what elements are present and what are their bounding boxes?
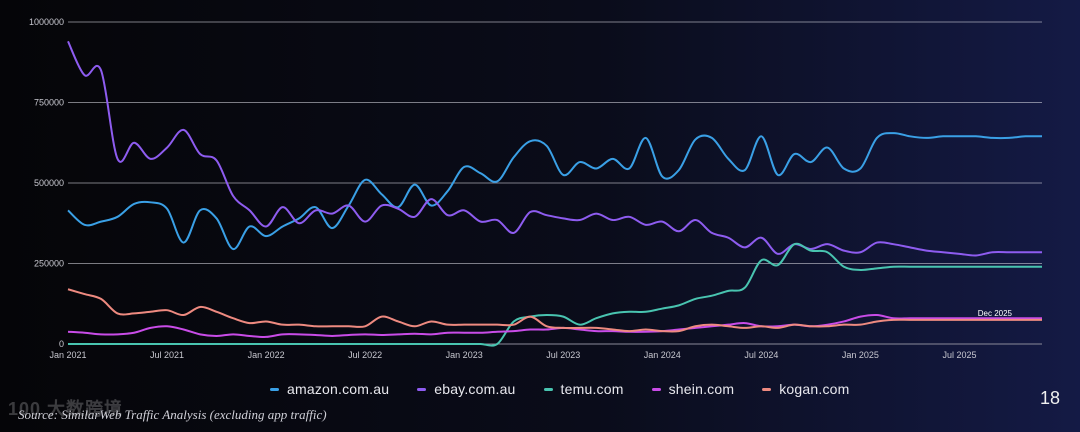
legend-label: shein.com	[668, 381, 735, 397]
legend-item-kogan-com: kogan.com	[762, 381, 849, 397]
series-line-kogan-com	[67, 288, 1042, 333]
x-tick-label: Jul 2025	[942, 350, 976, 360]
y-tick-label: 250000	[34, 259, 64, 269]
gridlines	[68, 21, 1042, 345]
series-line-amazon-com-au	[67, 132, 1043, 251]
legend-label: temu.com	[560, 381, 624, 397]
source-note: Source: SimilarWeb Traffic Analysis (exc…	[18, 407, 327, 422]
series-line-temu-com	[67, 242, 1042, 347]
y-tick-label: 750000	[34, 98, 64, 108]
x-tick-label: Jan 2024	[644, 350, 681, 360]
y-tick-label: 500000	[34, 178, 64, 188]
watermark-logo: 100 大数跨境	[8, 399, 124, 419]
legend-item-temu-com: temu.com	[543, 381, 624, 397]
chart-legend: amazon.com.au ebay.com.au temu.com shein.co…	[270, 378, 850, 400]
page-number: 18	[1039, 388, 1060, 408]
y-tick-label: 0	[59, 339, 64, 349]
annotations: Dec 2025	[978, 309, 1013, 318]
legend-item-shein-com: shein.com	[651, 381, 735, 397]
legend-swatch	[417, 387, 427, 391]
series-line-shein-com	[67, 313, 1042, 338]
x-tick-label: Jul 2023	[546, 350, 580, 360]
x-axis-ticks: Jan 2021 Jul 2021 Jan 2022 Jul 2022 Jan 2023…	[49, 350, 976, 360]
annotation-label: Dec 2025	[978, 309, 1013, 318]
legend-item-amazon-com-au: amazon.com.au	[270, 381, 389, 397]
legend-swatch	[270, 387, 279, 391]
x-tick-label: Jul 2022	[348, 350, 382, 360]
y-axis-ticks: 0 250000 500000 750000 1000000	[29, 17, 64, 349]
y-tick-label: 1000000	[29, 17, 64, 27]
legend-label: ebay.com.au	[434, 381, 516, 397]
x-tick-label: Jan 2023	[446, 350, 483, 360]
x-tick-label: Jan 2025	[842, 350, 879, 360]
x-tick-label: Jul 2024	[744, 350, 778, 360]
legend-swatch	[762, 387, 772, 391]
legend-label: kogan.com	[779, 381, 850, 397]
series-lines	[67, 40, 1043, 347]
legend-item-ebay-com-au: ebay.com.au	[417, 381, 515, 397]
legend-swatch	[651, 387, 661, 391]
legend-swatch	[543, 387, 553, 391]
series-line-ebay-com-au	[67, 40, 1042, 257]
line-chart: 0 250000 500000 750000 1000000 Jan 2021 Jul 2…	[29, 17, 1043, 360]
x-tick-label: Jul 2021	[150, 350, 184, 360]
x-tick-label: Jan 2021	[49, 350, 86, 360]
x-tick-label: Jan 2022	[248, 350, 285, 360]
legend-label: amazon.com.au	[287, 381, 390, 397]
